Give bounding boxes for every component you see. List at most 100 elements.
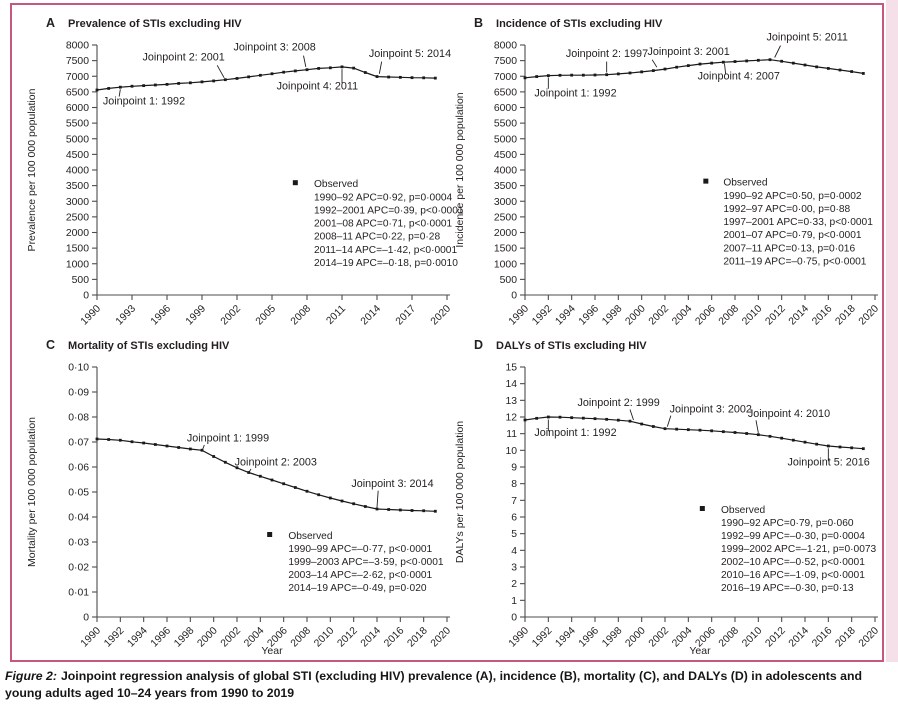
y-axis-label: Incidence per 100 000 population <box>454 92 466 247</box>
joinpoint-label: Joinpoint 1: 1992 <box>534 88 616 100</box>
x-tick-label: 1996 <box>149 625 173 649</box>
observed-line <box>96 438 436 512</box>
data-point <box>340 65 344 69</box>
data-point <box>733 431 737 434</box>
panel-c-title: Mortality of STIs excluding HIV <box>68 340 230 352</box>
data-point <box>768 434 772 438</box>
y-tick-label: 4500 <box>66 150 89 161</box>
data-point <box>153 83 157 87</box>
data-point <box>698 62 702 66</box>
data-point <box>247 75 251 79</box>
y-tick-label: 2 <box>511 579 517 590</box>
y-tick-label: 9 <box>511 463 517 474</box>
panel-c-header: C Mortality of STIs excluding HIV <box>46 336 229 354</box>
x-tick-label: 2002 <box>219 303 243 327</box>
data-point <box>663 427 667 431</box>
x-tick-label: 2002 <box>647 303 671 327</box>
joinpoint-leader <box>666 415 672 427</box>
joinpoint-label: Joinpoint 1: 1992 <box>103 95 185 107</box>
y-tick-label: 3500 <box>66 181 89 192</box>
data-point <box>710 429 714 433</box>
x-tick-label: 1990 <box>507 303 531 327</box>
x-tick-label: 1993 <box>114 303 138 327</box>
panel-d-letter: D <box>474 338 484 352</box>
data-point <box>387 508 391 511</box>
data-point <box>570 73 574 77</box>
joinpoint-label: Joinpoint 4: 2011 <box>277 80 358 92</box>
y-tick-label: 6000 <box>66 103 89 114</box>
data-point <box>223 460 227 464</box>
x-tick-label: 2018 <box>834 303 858 327</box>
y-tick-label: 2500 <box>494 212 517 223</box>
data-point <box>200 448 204 452</box>
data-point <box>107 438 111 441</box>
data-point <box>675 65 679 69</box>
x-tick-label: 1992 <box>530 625 554 649</box>
x-tick-label: 2000 <box>196 625 220 649</box>
joinpoint-leader <box>248 468 252 472</box>
y-tick-label: 0·04 <box>68 513 89 524</box>
x-tick-label: 1990 <box>79 303 103 327</box>
x-tick-label: 2012 <box>336 625 360 649</box>
legend-line: 1992–99 APC=–0·30, p=0·0004 <box>721 531 865 542</box>
y-tick-label: 7000 <box>66 72 89 83</box>
x-tick-label: 1990 <box>507 625 531 649</box>
data-point <box>188 447 192 451</box>
y-tick-label: 0·02 <box>68 563 89 574</box>
data-point <box>628 419 632 423</box>
legend-line: 1990–99 APC=–0·77, p<0·0001 <box>288 544 432 555</box>
joinpoint-leader <box>724 63 727 75</box>
data-point <box>188 81 192 85</box>
y-tick-label: 0·01 <box>68 588 89 599</box>
data-point <box>721 430 725 434</box>
panel-a-title: Prevalence of STIs excluding HIV <box>68 18 242 30</box>
observed-line <box>524 59 864 79</box>
data-point <box>803 63 807 67</box>
data-point <box>628 71 632 75</box>
data-point <box>861 72 865 75</box>
legend-marker <box>699 506 705 511</box>
x-tick-label: 1998 <box>600 303 624 327</box>
data-point <box>352 502 356 506</box>
x-tick-label: 1994 <box>126 625 150 649</box>
joinpoint-label: Joinpoint 2: 1999 <box>578 397 660 409</box>
joinpoint-label: Joinpoint 3: 2008 <box>234 42 316 54</box>
legend-line: Observed <box>288 531 333 542</box>
legend-marker <box>703 178 709 184</box>
x-tick-label: 2006 <box>694 303 718 327</box>
data-point <box>293 486 297 489</box>
legend-marker <box>267 532 273 537</box>
y-tick-label: 4 <box>511 546 517 557</box>
x-tick-label: 1990 <box>79 625 103 649</box>
data-point <box>165 444 169 448</box>
data-point <box>235 77 239 80</box>
data-point <box>768 58 772 62</box>
legend-line: 1990–92 APC=0·92, p=0·0004 <box>314 192 453 203</box>
x-tick-label: 1996 <box>577 625 601 649</box>
legend-line: 2001–07 APC=0·79, p<0·0001 <box>723 230 862 241</box>
data-point <box>317 493 321 497</box>
y-tick-label: 1500 <box>66 244 89 255</box>
joinpoint-label: Joinpoint 2: 2001 <box>143 52 225 64</box>
chart-panel-b: 0 500 1000 1500 2000 2500 3000 3500 4000 4500 5000… <box>454 31 881 327</box>
x-tick-label: 2000 <box>624 303 648 327</box>
data-point <box>118 85 122 89</box>
page-edge-strip <box>886 0 898 662</box>
y-tick-label: 0 <box>83 291 89 302</box>
joinpoint-leader <box>118 89 121 97</box>
data-point <box>850 70 854 73</box>
x-tick-label: 2014 <box>359 303 383 327</box>
data-point <box>663 67 667 71</box>
y-tick-label: 0 <box>83 613 89 624</box>
x-tick-label: 2008 <box>717 625 741 649</box>
data-point <box>570 416 574 420</box>
data-point <box>640 422 644 426</box>
y-tick-label: 7500 <box>66 56 89 67</box>
data-point <box>780 436 784 440</box>
data-point <box>340 499 344 503</box>
data-point <box>282 70 286 74</box>
data-point <box>375 507 379 511</box>
x-tick-label: 1999 <box>184 303 208 327</box>
data-point <box>223 78 227 82</box>
